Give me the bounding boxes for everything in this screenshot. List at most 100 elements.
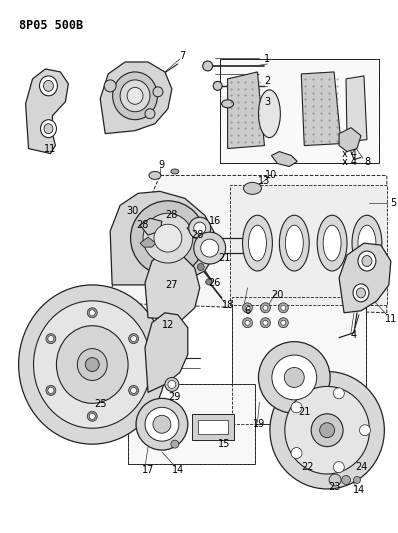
Text: 10: 10 (265, 171, 277, 181)
Text: 28: 28 (191, 230, 204, 240)
Ellipse shape (353, 477, 361, 483)
Ellipse shape (113, 72, 158, 120)
Text: 21: 21 (298, 407, 310, 417)
Bar (128, 384, 256, 464)
Ellipse shape (245, 320, 250, 325)
Bar (220, 59, 379, 164)
Polygon shape (110, 191, 215, 285)
Bar (220, 59, 379, 164)
Ellipse shape (278, 303, 288, 313)
Ellipse shape (334, 388, 344, 399)
Ellipse shape (352, 215, 382, 271)
Ellipse shape (242, 303, 252, 313)
Ellipse shape (222, 100, 234, 108)
Text: 19: 19 (254, 419, 265, 429)
Text: 9: 9 (159, 160, 165, 171)
Ellipse shape (85, 358, 99, 372)
Text: 11: 11 (385, 314, 397, 324)
Text: 28: 28 (166, 210, 178, 220)
Polygon shape (145, 251, 200, 320)
Ellipse shape (153, 415, 171, 433)
Polygon shape (271, 151, 297, 166)
Ellipse shape (131, 201, 205, 276)
Text: 13: 13 (258, 176, 271, 187)
Ellipse shape (57, 326, 128, 403)
Ellipse shape (258, 342, 330, 413)
Ellipse shape (43, 80, 53, 91)
Ellipse shape (284, 368, 304, 387)
Bar (232, 297, 366, 424)
Ellipse shape (281, 320, 286, 325)
Ellipse shape (242, 215, 272, 271)
Ellipse shape (171, 169, 179, 174)
Ellipse shape (48, 387, 54, 393)
Ellipse shape (19, 285, 166, 444)
Ellipse shape (201, 239, 219, 257)
Ellipse shape (203, 61, 213, 71)
Ellipse shape (242, 318, 252, 328)
Ellipse shape (189, 217, 211, 239)
Text: 14: 14 (172, 465, 184, 475)
Text: 6: 6 (244, 306, 251, 316)
Ellipse shape (46, 385, 56, 395)
Text: 12: 12 (162, 320, 174, 330)
Ellipse shape (48, 336, 54, 342)
Bar (128, 384, 256, 464)
Text: 15: 15 (219, 439, 231, 449)
Text: 18: 18 (221, 300, 234, 310)
Text: 5: 5 (391, 198, 397, 208)
Text: 2: 2 (264, 76, 271, 86)
Polygon shape (346, 76, 367, 142)
Ellipse shape (291, 402, 302, 413)
Ellipse shape (136, 398, 188, 450)
Text: 7: 7 (179, 51, 185, 61)
Ellipse shape (46, 334, 56, 344)
Ellipse shape (278, 318, 288, 328)
Ellipse shape (281, 305, 286, 310)
Ellipse shape (285, 386, 369, 474)
Ellipse shape (358, 225, 376, 261)
Text: 21: 21 (219, 253, 231, 263)
Ellipse shape (145, 109, 155, 119)
Ellipse shape (323, 225, 341, 261)
Ellipse shape (87, 308, 97, 318)
Ellipse shape (206, 279, 212, 285)
Ellipse shape (263, 305, 268, 310)
Text: 8: 8 (364, 157, 370, 166)
Ellipse shape (153, 87, 163, 97)
Ellipse shape (263, 320, 268, 325)
Text: 23: 23 (328, 482, 340, 492)
Text: 3: 3 (264, 97, 271, 107)
Polygon shape (140, 237, 156, 247)
Ellipse shape (260, 303, 270, 313)
Text: 4: 4 (351, 330, 357, 340)
Text: 20: 20 (271, 290, 283, 300)
Text: 30: 30 (126, 206, 138, 216)
Ellipse shape (329, 474, 341, 486)
Text: 26: 26 (209, 278, 221, 288)
Ellipse shape (244, 182, 261, 195)
Polygon shape (100, 62, 172, 134)
Bar (198, 420, 228, 434)
Text: 17: 17 (142, 465, 154, 475)
Ellipse shape (258, 90, 280, 138)
Ellipse shape (311, 414, 343, 447)
Ellipse shape (334, 462, 344, 473)
Ellipse shape (120, 80, 150, 112)
Ellipse shape (260, 318, 270, 328)
Polygon shape (140, 218, 162, 235)
Ellipse shape (213, 82, 222, 91)
Ellipse shape (129, 334, 139, 344)
Polygon shape (301, 72, 341, 146)
Ellipse shape (131, 387, 137, 393)
Text: 16: 16 (209, 216, 221, 226)
Ellipse shape (362, 255, 372, 266)
Ellipse shape (285, 225, 303, 261)
Text: x 4: x 4 (341, 157, 357, 166)
Ellipse shape (248, 225, 266, 261)
Text: 11: 11 (44, 143, 57, 154)
Ellipse shape (77, 349, 107, 381)
Ellipse shape (129, 385, 139, 395)
Ellipse shape (353, 284, 369, 302)
Ellipse shape (197, 263, 204, 270)
